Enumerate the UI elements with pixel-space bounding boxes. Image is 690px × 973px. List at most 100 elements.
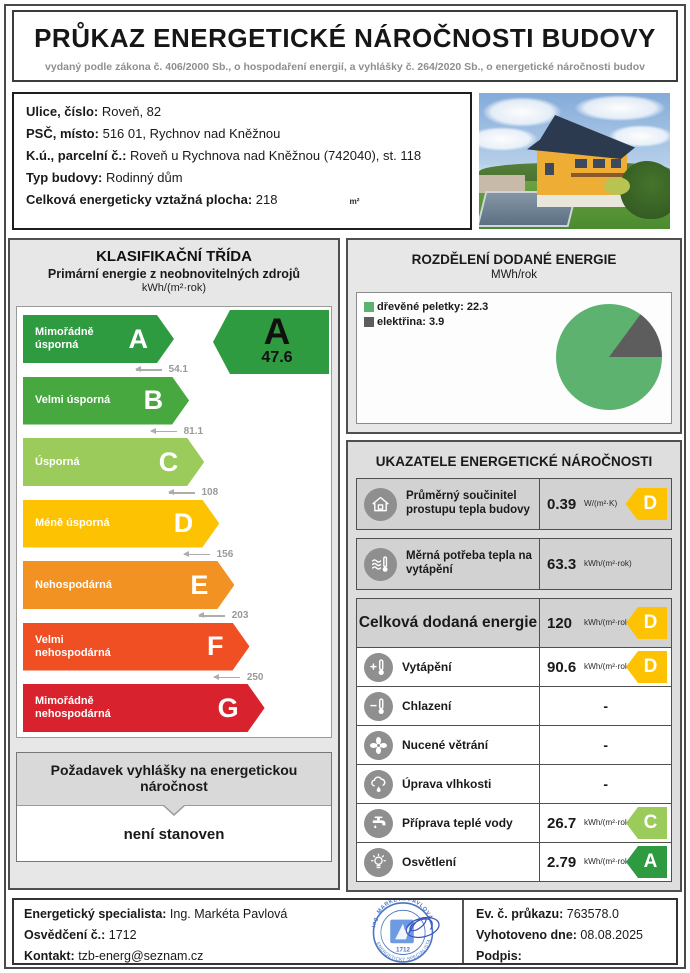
threshold-arrow-icon [149,428,177,433]
class-band-c: Úsporná C [23,438,204,486]
heat-waves-icon [364,547,397,581]
indicator-label-cell: Příprava teplé vody [357,804,539,842]
band-label: Úsporná [35,455,80,468]
band-letter: B [143,385,164,415]
legend-item-electricity: elektřina: 3.9 [364,316,488,328]
indicator-value: 63.3 [547,555,577,573]
classification-panel: KLASIFIKAČNÍ TŘÍDA Primární energie z ne… [8,238,340,890]
photo-cloud [609,125,670,147]
pie-legend: dřevěné peletky: 22.3 elektřina: 3.9 [364,301,488,331]
photo-cloud [483,97,561,127]
indicator-label: Měrná potřeba tepla na vytápění [406,550,532,576]
threshold-arrow-icon [167,489,195,495]
ev-number-row: Ev. č. průkazu: 763578.0 [476,907,643,921]
faucet-icon [364,808,393,838]
classification-subtitle: Primární energie z neobnovitelných zdroj… [47,267,301,281]
floor-area-unit: m² [349,197,360,206]
indicator-label-cell: Celková dodaná energie [357,599,539,647]
notch-icon [163,804,185,814]
rating-value: 47.6 [261,349,293,367]
indicator-value-cell: 26.7 kWh/(m²·rok) C [539,804,671,842]
band-label: Nehospodárná [35,578,113,591]
band-label: Mimořádně úsporná [35,326,94,351]
indicator-unit: W/(m²·K) [584,498,618,508]
threshold-arrow-icon [212,674,240,679]
band-letter: A [128,323,148,354]
thermometer-minus-icon [364,691,393,721]
indicator-label-cell: Osvětlení [357,843,539,881]
class-band-f: Velmi nehospodárná F [23,623,250,671]
delivered-energy-table: Celková dodaná energie 120 kWh/(m²·rok) … [356,598,672,882]
floor-area-row: Celková energeticky vztažná plocha: 218 m… [26,192,458,207]
indicator-value-cell: 120 kWh/(m²·rok) D [539,599,671,647]
classification-title: KLASIFIKAČNÍ TŘÍDA [96,248,252,265]
indicator-label-cell: Měrná potřeba tepla na vytápění [357,539,539,589]
band-letter: D [173,508,194,538]
indicator-unit: kWh/(m²·rok) [584,856,632,866]
indicator-unit: kWh/(m²·rok) [584,661,632,671]
indicator-label: Nucené větrání [402,737,489,752]
certificate-row: Osvědčení č.: 1712 [24,928,287,942]
photo-fence [479,175,525,193]
pie-chart [556,304,662,410]
city-label: PSČ, místo: [26,126,99,141]
indicators-panel: UKAZATELE ENERGETICKÉ NÁROČNOSTI Průměrn… [346,440,682,892]
band-letter: G [217,692,239,723]
requirement-value: není stanoven [123,826,225,843]
indicator-value: 0.39 [547,495,577,513]
indicator-label-cell: Úprava vlhkosti [357,765,539,803]
building-type-row: Typ budovy: Rodinný dům [26,170,458,185]
pie-title: ROZDĚLENÍ DODANÉ ENERGIE [411,252,617,267]
class-band-b: Velmi úsporná B [23,377,189,425]
threshold-value: 81.1 [183,425,204,437]
footer: Energetický specialista: Ing. Markéta Pa… [12,895,678,965]
indicator-label: Příprava teplé vody [402,815,513,830]
certificate-value: 1712 [108,928,137,942]
indicator-value-cell: - [539,687,671,725]
indicator-value: 120 [547,614,573,632]
thermometer-plus-icon [364,652,393,682]
fan-icon [364,730,393,760]
signature-row: Podpis: [476,949,643,963]
delivered-energy-panel: ROZDĚLENÍ DODANÉ ENERGIE MWh/rok dřevěné… [346,238,682,434]
floor-area-value: 218 [255,192,278,207]
issue-date-label: Vyhotoveno dne: [476,928,577,942]
band-label: Méně úsporná [35,517,110,530]
threshold-value: 250 [246,671,264,683]
legend-text: elektřina: 3.9 [377,316,445,328]
class-band-d: Méně úsporná D [23,500,219,548]
floor-area-label: Celková energeticky vztažná plocha: [26,192,253,207]
indicator-label-cell: Chlazení [357,687,539,725]
indicator-label: Chlazení [402,698,452,713]
footer-specialist-block: Energetický specialista: Ing. Markéta Pa… [24,907,287,970]
indicator-unit: kWh/(m²·rok) [584,617,632,627]
energy-class-chip: D [626,607,667,639]
indicator-value-cell: 2.79 kWh/(m²·rok) A [539,843,671,881]
photo-cloud [575,95,665,121]
row-ventilation: Nucené větrání - [357,725,671,764]
row-lighting: Osvětlení 2.79 kWh/(m²·rok) A [357,842,671,881]
signature-label: Podpis: [476,949,522,963]
requirement-box: Požadavek vyhlášky na energetickou nároč… [16,752,332,862]
ev-number-label: Ev. č. průkazu: [476,907,564,921]
specialist-stamp: Ing. MARKÉTA PAVLOVÁ ENERGETICKÝ SPECIAL… [344,895,462,964]
band-letter: C [158,446,179,477]
photo-cloud [479,127,537,151]
street-label: Ulice, číslo: [26,104,99,119]
indicator-value-cell: - [539,726,671,764]
band-letter: F [207,631,224,661]
parcel-label: K.ú., parcelní č.: [26,148,127,163]
rating-arrow: A 47.6 [213,310,329,374]
indicator-label: Osvětlení [402,854,457,869]
threshold-arrow-icon [197,612,225,618]
rating-letter: A [263,310,291,352]
indicator-value: 26.7 [547,814,577,832]
stamp-graphic: Ing. MARKÉTA PAVLOVÁ ENERGETICKÝ SPECIAL… [371,895,440,963]
total-energy-row: Celková dodaná energie 120 kWh/(m²·rok) … [357,599,671,647]
bulb-icon [364,847,393,877]
photo-window [545,163,554,175]
legend-item-pellets: dřevěné peletky: 22.3 [364,301,488,313]
footer-certificate-block: Ev. č. průkazu: 763578.0 Vyhotoveno dne:… [476,907,643,970]
indicator-value-cell: 90.6 kWh/(m²·rok) D [539,648,671,686]
